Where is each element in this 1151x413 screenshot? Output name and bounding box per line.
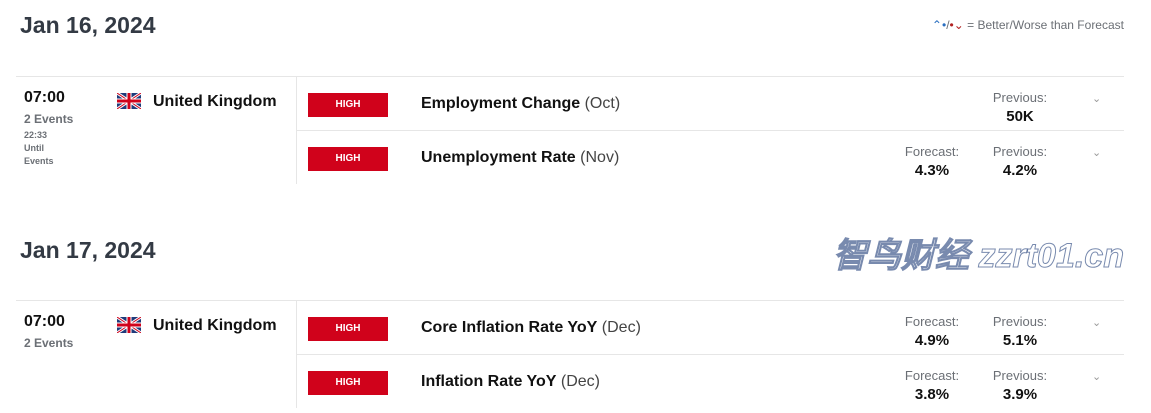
legend-text: = Better/Worse than Forecast	[967, 18, 1124, 32]
event-name[interactable]: Inflation Rate YoY (Dec)	[421, 373, 600, 390]
event-time: 07:00	[24, 89, 65, 106]
previous-value: Previous: 3.9%	[992, 368, 1048, 403]
chevron-down-icon[interactable]: ⌄	[1092, 317, 1102, 329]
uk-flag-icon	[117, 93, 141, 109]
watermark: 智鸟财经 zzrt01.cn	[833, 237, 1125, 276]
event-count: 2 Events	[24, 112, 74, 126]
worse-arrow-icon: •⌄	[949, 18, 964, 32]
event-row[interactable]: HIGH Core Inflation Rate YoY (Dec) Forec…	[297, 301, 1124, 355]
uk-flag-icon	[117, 317, 141, 333]
chevron-down-icon[interactable]: ⌄	[1092, 93, 1102, 105]
chevron-down-icon[interactable]: ⌄	[1092, 371, 1102, 383]
forecast-value: Forecast: 3.8%	[904, 368, 960, 403]
previous-value: Previous: 5.1%	[992, 314, 1048, 349]
forecast-legend: ⌃•/•⌄ = Better/Worse than Forecast	[931, 18, 1124, 32]
event-group: 07:00 2 Events United Kingdom HIGH Core …	[16, 300, 1124, 408]
previous-value: Previous: 4.2%	[992, 144, 1048, 179]
countdown: 22:33 Until Events	[24, 130, 54, 166]
event-row[interactable]: HIGH Inflation Rate YoY (Dec) Forecast: 3…	[297, 355, 1124, 408]
impact-badge: HIGH	[308, 317, 388, 341]
event-name[interactable]: Core Inflation Rate YoY (Dec)	[421, 319, 641, 336]
previous-value: Previous: 50K	[992, 90, 1048, 125]
better-arrow-icon: ⌃•	[931, 18, 947, 32]
event-group: 07:00 2 Events 22:33 Until Events United K…	[16, 76, 1124, 184]
event-row[interactable]: HIGH Unemployment Rate (Nov) Forecast: 4.…	[297, 131, 1124, 184]
date-heading: Jan 17, 2024	[20, 237, 156, 263]
event-row[interactable]: HIGH Employment Change (Oct) Previous: 50…	[297, 77, 1124, 131]
forecast-value: Forecast: 4.3%	[904, 144, 960, 179]
chevron-down-icon[interactable]: ⌄	[1092, 147, 1102, 159]
date-heading: Jan 16, 2024	[20, 12, 156, 38]
forecast-value: Forecast: 4.9%	[904, 314, 960, 349]
impact-badge: HIGH	[308, 147, 388, 171]
event-time: 07:00	[24, 313, 65, 330]
country-name: United Kingdom	[153, 317, 277, 334]
event-name[interactable]: Employment Change (Oct)	[421, 95, 621, 112]
event-name[interactable]: Unemployment Rate (Nov)	[421, 149, 620, 166]
impact-badge: HIGH	[308, 93, 388, 117]
impact-badge: HIGH	[308, 371, 388, 395]
country-name: United Kingdom	[153, 93, 277, 110]
event-count: 2 Events	[24, 336, 74, 350]
